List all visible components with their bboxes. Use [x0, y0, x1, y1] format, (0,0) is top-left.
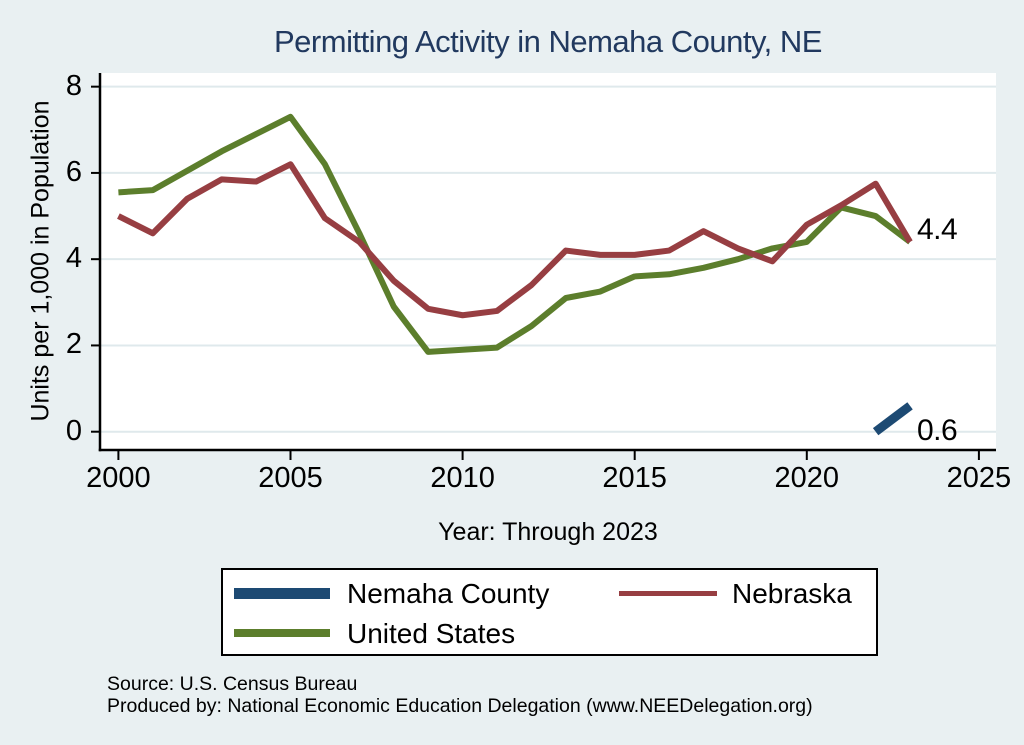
series-line-united-states — [118, 113, 912, 355]
plot-area — [100, 73, 996, 450]
x-axis-title: Year: Through 2023 — [438, 518, 658, 546]
x-tick-label-2010: 2010 — [430, 462, 495, 494]
y-axis-title: Units per 1,000 in Population — [26, 100, 55, 422]
series-line-nebraska — [117, 161, 913, 319]
y-tick-label-6: 6 — [65, 155, 82, 188]
legend-label-nebraska: Nebraska — [732, 578, 852, 609]
series-line-nemaha-county — [872, 402, 913, 436]
legend-box: Nemaha County Nebraska United States — [221, 568, 878, 656]
y-tick-label-0: 0 — [65, 414, 82, 447]
line-end-value-label: 4.4 — [917, 213, 958, 246]
legend-label-nemaha-county: Nemaha County — [347, 578, 550, 609]
legend-swatch-nebraska — [619, 591, 717, 596]
footer-notes: Source: U.S. Census Bureau Produced by: … — [107, 673, 813, 717]
line-end-value-label: 0.6 — [917, 414, 958, 447]
legend-swatch-united-states — [234, 629, 330, 637]
y-tick-label-4: 4 — [65, 242, 82, 275]
y-tick-label-2: 2 — [65, 328, 82, 361]
legend-label-united-states: United States — [347, 618, 516, 649]
x-tick-label-2020: 2020 — [774, 462, 840, 494]
legend-swatch-nemaha-county — [234, 588, 330, 599]
plot-canvas — [91, 73, 996, 460]
chart-title: Permitting Activity in Nemaha County, NE — [274, 24, 822, 59]
x-tick-label-2000: 2000 — [86, 462, 151, 494]
x-tick-label-2005: 2005 — [258, 462, 323, 494]
x-tick-label-2015: 2015 — [602, 462, 667, 494]
produced-by-note: Produced by: National Economic Education… — [107, 695, 813, 717]
x-tick-label-2025: 2025 — [946, 462, 1012, 494]
y-tick-label-8: 8 — [65, 69, 82, 102]
source-note: Source: U.S. Census Bureau — [107, 673, 358, 695]
